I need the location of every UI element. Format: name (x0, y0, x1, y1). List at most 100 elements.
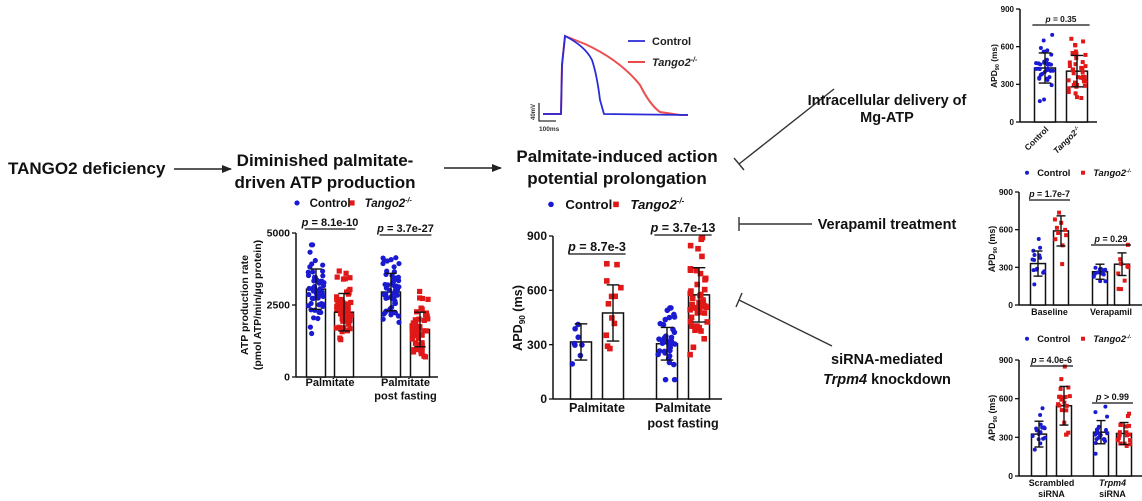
legend-tango2-sup: -/- (677, 197, 685, 206)
point-control (310, 269, 316, 275)
legend-tango2-label: Tango2-/- (630, 197, 684, 212)
category-label: Control (1022, 124, 1050, 152)
point-control (1092, 272, 1097, 277)
point-control (384, 258, 390, 264)
point-control (391, 295, 397, 301)
point-control (1042, 426, 1047, 431)
point-control (307, 264, 313, 270)
point-control (1034, 66, 1039, 71)
point-control (1032, 252, 1037, 257)
category-label: siRNA (1038, 489, 1065, 499)
point-control (1037, 75, 1042, 80)
p-symbol: p (1030, 355, 1037, 365)
point-tango2 (1073, 91, 1078, 96)
point-tango2 (425, 316, 431, 322)
point-tango2 (698, 236, 705, 243)
point-tango2 (1057, 403, 1062, 408)
cat-sup: -/- (1073, 125, 1081, 133)
point-tango2 (1071, 71, 1076, 76)
p-symbol: p (301, 217, 309, 229)
point-tango2 (611, 320, 618, 327)
point-tango2 (1064, 432, 1069, 437)
point-tango2 (342, 276, 348, 282)
point-tango2 (345, 308, 351, 314)
y-tick-label: 600 (527, 284, 547, 298)
point-control (1031, 268, 1036, 273)
y-tick-label: 2500 (267, 300, 291, 312)
y-tick-label: 300 (1001, 80, 1015, 89)
y-axis-label: ATP production rate (239, 255, 251, 355)
point-tango2 (1118, 261, 1123, 266)
y-label-unit: (ms) (987, 226, 997, 247)
point-tango2 (1073, 49, 1078, 54)
legend-control-label: Control (1037, 334, 1070, 344)
category-label: siRNA (1099, 489, 1126, 499)
p-symbol: p (1028, 189, 1035, 199)
legend-tango2-label: Tango2-/- (365, 197, 413, 210)
point-tango2 (1126, 265, 1131, 270)
step-atp-title-line2: driven ATP production (234, 173, 415, 192)
category-label: Tango2-/- (1051, 124, 1083, 156)
category-label: Trpm4 (1099, 478, 1126, 488)
point-tango2 (1080, 66, 1085, 71)
point-control (1098, 279, 1103, 284)
point-control (656, 348, 663, 354)
point-control (380, 255, 386, 261)
point-tango2 (1117, 432, 1122, 437)
point-tango2 (1119, 287, 1124, 292)
legend-tango2-sup: -/- (405, 197, 412, 204)
point-tango2 (1074, 95, 1079, 100)
point-tango2 (1080, 69, 1085, 74)
p-symbol: p (1095, 392, 1102, 402)
point-tango2 (688, 314, 695, 321)
charts: 0 2500 5000 ATP production rate (pmol ATP/mi… (239, 5, 1142, 499)
point-control (1093, 451, 1098, 456)
point-tango2 (1124, 443, 1129, 448)
point-tango2 (1058, 386, 1063, 391)
point-tango2 (1083, 64, 1088, 69)
point-control (671, 376, 678, 383)
point-control (320, 262, 326, 268)
point-tango2 (1064, 408, 1069, 413)
point-tango2 (1067, 64, 1072, 69)
point-control (1042, 97, 1047, 102)
point-tango2 (348, 299, 354, 306)
point-control (384, 268, 390, 274)
point-tango2 (343, 270, 349, 276)
point-tango2 (1118, 257, 1123, 262)
point-tango2 (415, 335, 422, 341)
point-tango2 (687, 351, 693, 358)
point-tango2 (694, 310, 701, 316)
point-control (1105, 414, 1110, 419)
legend-tango2-sup: -/- (1126, 334, 1131, 340)
point-tango2 (687, 242, 694, 249)
point-control (671, 329, 678, 336)
scale-bar (538, 103, 556, 122)
y-tick-label: 900 (999, 355, 1013, 365)
point-control (394, 287, 401, 293)
point-tango2 (1059, 408, 1064, 413)
point-tango2 (1128, 438, 1133, 443)
point-control (579, 342, 585, 348)
point-control (391, 290, 397, 296)
point-tango2 (1063, 227, 1068, 232)
point-tango2 (612, 293, 618, 300)
trace-legend-tango2: Tango2-/- (652, 57, 698, 69)
point-control (1093, 265, 1098, 270)
y-label-main: APD (511, 324, 525, 351)
point-control (1101, 437, 1106, 442)
rescue-sirna-line2: Trpm4 knockdown (823, 372, 951, 388)
point-control (1041, 436, 1046, 441)
point-tango2 (1122, 278, 1127, 283)
point-control (315, 315, 321, 322)
point-tango2 (347, 326, 353, 332)
y-tick-label: 900 (1001, 5, 1015, 14)
point-tango2 (415, 332, 421, 338)
legend-control-marker (294, 200, 300, 206)
point-tango2 (334, 297, 340, 303)
point-control (311, 295, 317, 301)
point-control (1036, 236, 1041, 241)
point-tango2 (609, 315, 615, 321)
point-tango2 (410, 349, 417, 355)
y-label-sub: 90 (995, 64, 1001, 70)
